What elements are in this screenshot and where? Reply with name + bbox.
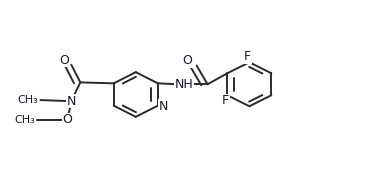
- Text: O: O: [59, 53, 69, 67]
- Text: CH₃: CH₃: [14, 115, 35, 125]
- Text: NH: NH: [175, 78, 194, 91]
- Text: N: N: [67, 94, 76, 108]
- Text: O: O: [183, 54, 193, 67]
- Text: N: N: [158, 100, 168, 113]
- Text: F: F: [244, 50, 251, 63]
- Text: CH₃: CH₃: [18, 95, 38, 105]
- Text: O: O: [63, 113, 72, 126]
- Text: F: F: [222, 94, 229, 107]
